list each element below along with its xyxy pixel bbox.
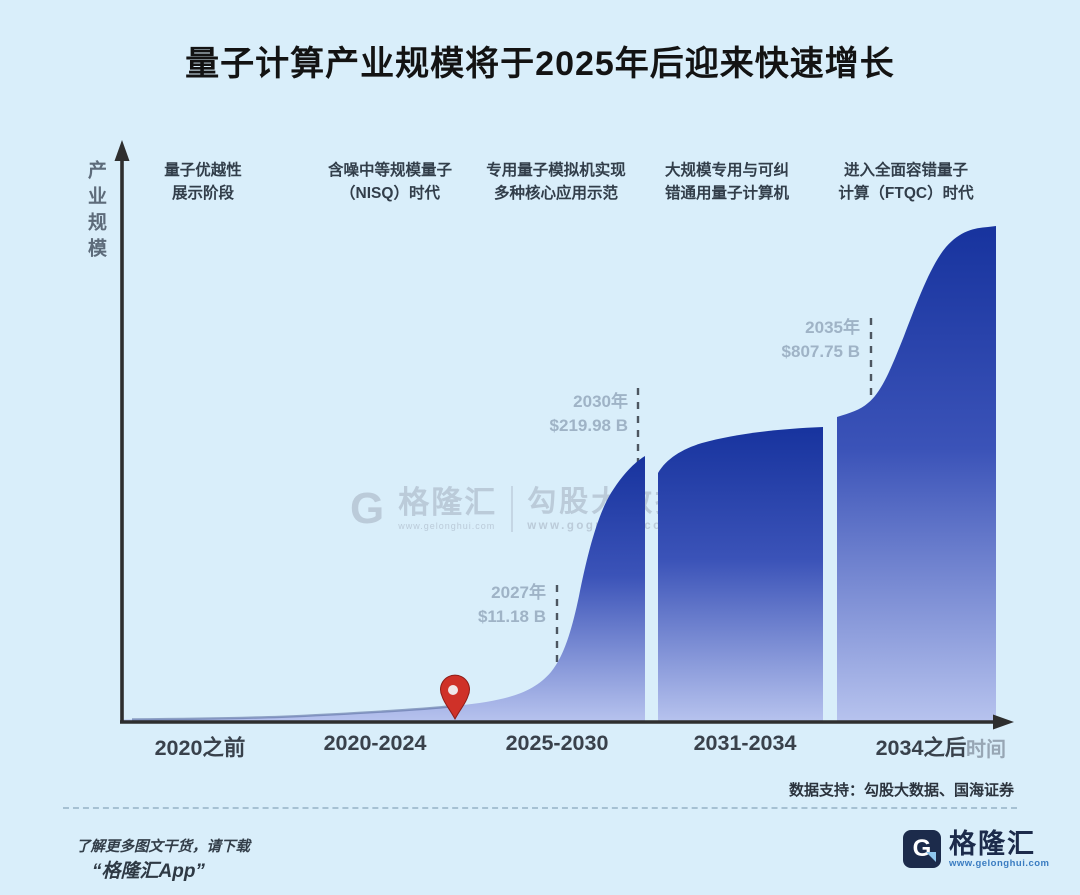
location-pin-icon (440, 674, 470, 721)
area-segment-pre2020-to-2030 (122, 456, 645, 722)
x-axis-label: 时间 (966, 739, 1006, 761)
footer-promo-line1: 了解更多图文干货，请下载 (76, 839, 250, 855)
footer-divider (63, 807, 1017, 809)
y-axis-arrow-icon (114, 140, 130, 161)
annotation-2030: 2030年 $219.98 B (448, 390, 628, 438)
watermark-site-url: www.gelonghui.com (398, 521, 496, 531)
y-axis-label: 产业规模 (85, 160, 106, 264)
x-tick-2025-2030: 2025-2030 (505, 731, 609, 755)
early-curve-edge (131, 704, 455, 721)
stage-label-1: 量子优越性 展示阶段 (164, 162, 242, 202)
annotation-2035-value: $807.75 B (781, 342, 860, 361)
x-tick-post2034: 2034之后 (875, 736, 967, 760)
footer-promo-line2: “格隆汇App” (92, 861, 205, 882)
stage-label-2: 含噪中等规模量子 （NISQ）时代 (327, 162, 452, 202)
annotation-2030-value: $219.98 B (549, 416, 628, 435)
data-source-line: 数据支持：勾股大数据、国海证券 (788, 782, 1014, 799)
watermark-divider (511, 486, 514, 532)
annotation-2027-year: 2027年 (491, 583, 546, 602)
x-tick-2031-2034: 2031-2034 (693, 731, 797, 755)
page-title: 量子计算产业规模将于2025年后迎来快速增长 (185, 45, 895, 83)
stage-label-5: 进入全面容错量子 计算（FTQC）时代 (838, 162, 974, 202)
x-tick-2020-2024: 2020-2024 (323, 731, 427, 755)
annotation-2035-year: 2035年 (805, 318, 860, 337)
gelonghui-logo-icon: G (903, 830, 941, 868)
x-tick-pre2020: 2020之前 (154, 736, 246, 760)
annotation-2030-year: 2030年 (573, 392, 628, 411)
annotation-2027-value: $11.18 B (477, 607, 546, 626)
area-segment-2031-2034 (658, 427, 823, 722)
stage-label-4: 大规模专用与可纠 错通用量子计算机 (664, 162, 789, 202)
watermark-site-name: 格隆汇 (398, 485, 498, 520)
annotation-2027: 2027年 $11.18 B (366, 581, 546, 629)
gelonghui-watermark-logo-icon: G (350, 484, 385, 533)
gelonghui-footer-logo: G 格隆汇 www.gelonghui.com (903, 830, 1050, 869)
x-axis-arrow-icon (993, 714, 1014, 730)
stage-label-3: 专用量子模拟机实现 多种核心应用示范 (486, 162, 626, 202)
footer-logo-url: www.gelonghui.com (949, 858, 1050, 869)
footer-logo-name: 格隆汇 (949, 829, 1036, 859)
area-segment-post2034 (837, 226, 996, 722)
annotation-2035: 2035年 $807.75 B (680, 316, 860, 364)
